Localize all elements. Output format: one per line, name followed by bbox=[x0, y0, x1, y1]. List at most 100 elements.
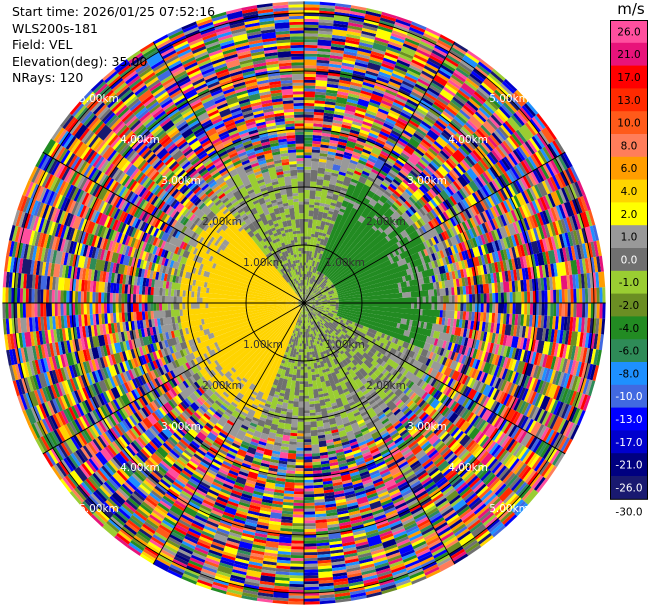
ppi-gate bbox=[348, 90, 361, 96]
ppi-gate bbox=[296, 453, 304, 457]
ppi-gate bbox=[379, 183, 388, 191]
ppi-gate bbox=[338, 192, 346, 198]
ppi-gate bbox=[319, 155, 328, 160]
ppi-gate bbox=[309, 398, 315, 402]
ppi-gate bbox=[315, 85, 327, 90]
ppi-gate bbox=[304, 82, 316, 86]
ppi-gate bbox=[492, 293, 496, 303]
ppi-gate bbox=[291, 415, 299, 428]
ppi-gate bbox=[473, 91, 487, 103]
ppi-gate bbox=[438, 36, 454, 47]
ppi-gate bbox=[284, 481, 295, 489]
ppi-gate bbox=[333, 116, 344, 122]
ppi-gate bbox=[314, 270, 319, 277]
ppi-gate bbox=[290, 563, 304, 567]
ppi-gate bbox=[424, 115, 436, 125]
ppi-gate bbox=[298, 352, 302, 356]
ppi-gate bbox=[304, 511, 316, 515]
ppi-gate bbox=[349, 84, 362, 91]
ppi-gate bbox=[314, 94, 326, 99]
ppi-gate bbox=[296, 436, 304, 440]
ppi-gate bbox=[322, 236, 329, 247]
ppi-gate bbox=[437, 117, 449, 128]
ppi-gate bbox=[373, 144, 383, 151]
ppi-gate bbox=[443, 59, 458, 70]
ppi-gate bbox=[323, 174, 332, 181]
ppi-gate bbox=[300, 363, 304, 367]
ppi-gate bbox=[480, 303, 484, 313]
ppi-gate bbox=[472, 294, 476, 303]
ppi-gate bbox=[377, 74, 391, 81]
ppi-gate bbox=[314, 100, 326, 104]
ppi-gate bbox=[304, 297, 307, 301]
ppi-gate bbox=[320, 141, 330, 146]
ppi-gate bbox=[391, 203, 399, 211]
ppi-gate bbox=[350, 8, 367, 14]
ppi-gate bbox=[477, 61, 492, 74]
ppi-gate bbox=[576, 288, 580, 303]
ppi-gate bbox=[294, 395, 300, 399]
ppi-gate bbox=[425, 134, 436, 143]
ppi-gate bbox=[395, 18, 411, 27]
ppi-gate bbox=[420, 120, 432, 130]
ppi-gate bbox=[351, 123, 362, 130]
ppi-gate bbox=[323, 422, 331, 429]
ppi-gate bbox=[440, 295, 444, 303]
ppi-gate bbox=[304, 528, 316, 533]
ppi-gate bbox=[401, 80, 415, 89]
ppi-gate bbox=[288, 595, 304, 599]
ppi-gate bbox=[290, 560, 304, 564]
ppi-gate bbox=[385, 49, 400, 57]
ppi-gate bbox=[371, 48, 386, 55]
ppi-gate bbox=[304, 97, 315, 101]
ppi-gate bbox=[420, 38, 436, 48]
ppi-gate bbox=[389, 183, 398, 191]
ppi-gate bbox=[363, 78, 376, 86]
ppi-gate bbox=[341, 65, 354, 71]
ppi-gate bbox=[372, 90, 384, 98]
ppi-gate bbox=[379, 153, 389, 160]
ppi-gate bbox=[324, 101, 336, 106]
ppi-gate bbox=[384, 120, 395, 128]
ppi-gate bbox=[411, 114, 423, 123]
ppi-gate bbox=[482, 283, 490, 294]
ppi-gate bbox=[391, 149, 401, 158]
ppi-gate bbox=[385, 117, 397, 125]
ppi-gate bbox=[335, 102, 347, 108]
ppi-gate bbox=[573, 288, 577, 303]
ppi-gate bbox=[289, 569, 304, 573]
ppi-gate bbox=[573, 303, 577, 318]
ppi-gate bbox=[304, 488, 314, 492]
ppi-gate bbox=[398, 137, 409, 145]
ppi-gate bbox=[413, 86, 426, 95]
ppi-gate bbox=[392, 164, 402, 172]
ppi-gate bbox=[368, 171, 378, 180]
ppi-gate bbox=[304, 436, 312, 440]
ppi-gate bbox=[398, 154, 408, 163]
ppi-gate bbox=[431, 103, 444, 113]
ppi-gate bbox=[311, 275, 316, 285]
ppi-gate bbox=[304, 172, 311, 188]
ppi-gate bbox=[561, 289, 565, 303]
ppi-gate bbox=[355, 106, 367, 113]
ppi-gate bbox=[406, 186, 415, 195]
ppi-gate bbox=[311, 158, 320, 162]
ppi-gate bbox=[570, 303, 574, 318]
ppi-gate bbox=[398, 53, 413, 62]
ppi-gate bbox=[300, 369, 304, 376]
ppi-gate bbox=[307, 219, 313, 228]
ppi-gate bbox=[378, 133, 389, 141]
ppi-gate bbox=[352, 70, 366, 77]
ppi-gate bbox=[304, 557, 318, 562]
ppi-gate bbox=[343, 151, 353, 157]
ppi-gate bbox=[310, 257, 314, 261]
ppi-gate bbox=[329, 139, 339, 145]
ppi-gate bbox=[599, 303, 603, 319]
ppi-gate bbox=[312, 146, 321, 151]
ppi-gate bbox=[363, 146, 373, 152]
ppi-gate bbox=[346, 30, 362, 37]
ppi-gate bbox=[418, 75, 432, 85]
ppi-gate bbox=[306, 271, 309, 278]
ppi-gate bbox=[304, 18, 319, 23]
ppi-gate bbox=[457, 303, 461, 312]
